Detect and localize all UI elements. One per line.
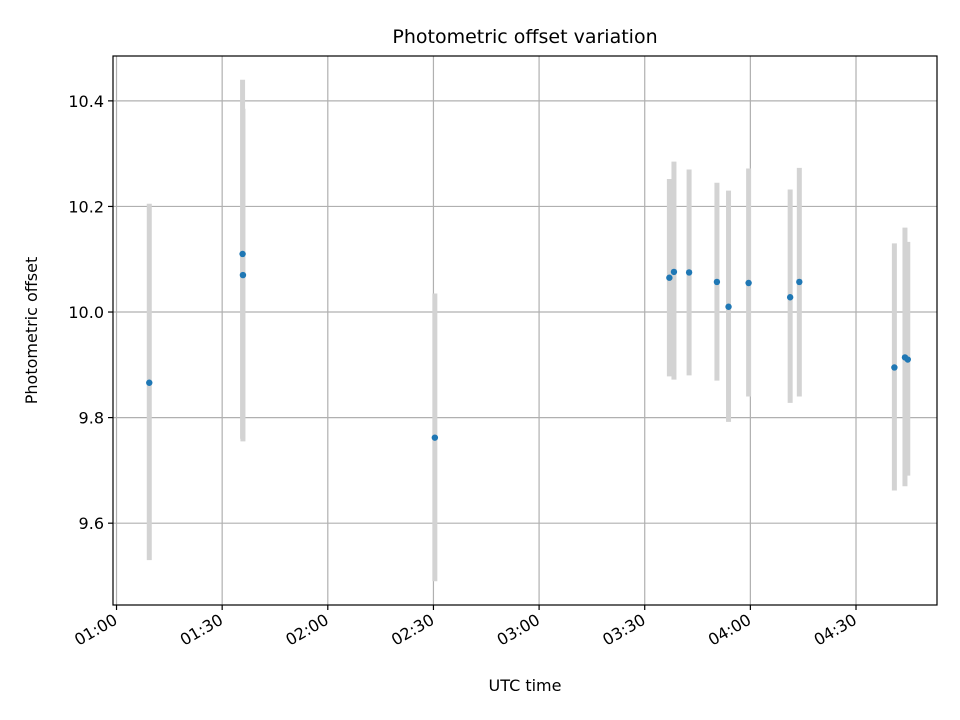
y-tick-label: 9.6 xyxy=(79,514,104,533)
y-tick-label: 10.4 xyxy=(68,92,104,111)
data-point xyxy=(431,434,439,441)
data-point xyxy=(725,303,732,310)
data-point xyxy=(146,379,153,386)
y-axis-label: Photometric offset xyxy=(22,257,41,405)
x-axis-label: UTC time xyxy=(489,676,562,695)
data-point xyxy=(670,268,678,276)
data-point xyxy=(786,294,794,301)
data-point xyxy=(239,250,246,258)
data-point xyxy=(904,356,911,363)
data-point xyxy=(685,269,693,276)
y-tick-label: 9.8 xyxy=(79,409,104,428)
y-tick-label: 10.2 xyxy=(68,197,104,216)
y-tick-label: 10.0 xyxy=(68,303,104,322)
data-points xyxy=(146,250,911,441)
data-point xyxy=(745,279,752,287)
data-point xyxy=(796,278,803,286)
data-point xyxy=(239,271,247,279)
data-point xyxy=(713,278,721,286)
data-point xyxy=(891,364,898,371)
data-point xyxy=(666,274,673,281)
y-axis-ticks: 9.6 9.8 10.0 10.2 10.4 xyxy=(68,92,113,533)
chart-title: Photometric offset variation xyxy=(392,26,657,48)
plot-frame xyxy=(112,55,938,606)
grid xyxy=(113,56,937,605)
